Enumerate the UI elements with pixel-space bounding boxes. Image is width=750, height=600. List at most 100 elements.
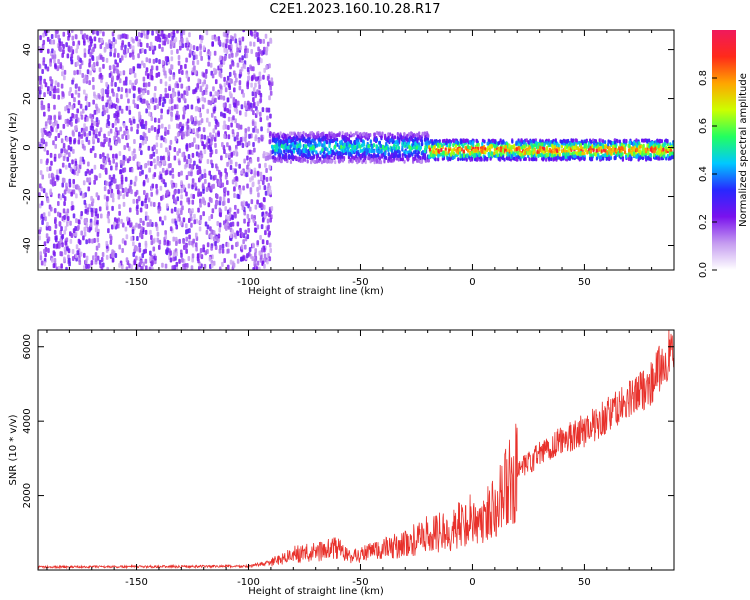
heatmap-cell <box>123 122 126 128</box>
heatmap-cell <box>147 160 150 166</box>
heatmap-cell <box>203 149 207 155</box>
heatmap-cell <box>214 97 217 103</box>
heatmap-cell <box>93 164 97 170</box>
heatmap-cell <box>98 67 102 73</box>
heatmap-cell <box>154 117 157 123</box>
heatmap-cell <box>236 62 240 68</box>
heatmap-cell <box>530 153 533 158</box>
heatmap-cell <box>251 91 255 97</box>
heatmap-cell <box>126 142 129 148</box>
heatmap-cell <box>95 117 99 123</box>
heatmap-cell <box>89 52 92 58</box>
heatmap-cell <box>256 37 260 43</box>
heatmap-cell <box>316 134 319 139</box>
heatmap-cell <box>203 168 207 174</box>
heatmap-cell <box>141 169 144 175</box>
heatmap-cell <box>40 47 43 53</box>
heatmap-cell <box>391 148 394 153</box>
heatmap-cell <box>227 198 230 204</box>
heatmap-cell <box>125 234 129 240</box>
heatmap-cell <box>401 153 404 158</box>
heatmap-cell <box>170 64 173 70</box>
heatmap-cell <box>548 152 552 157</box>
heatmap-cell <box>205 187 209 193</box>
heatmap-cell <box>61 182 65 188</box>
heatmap-cell <box>255 266 259 270</box>
heatmap-cell <box>288 139 291 144</box>
heatmap-cell <box>294 140 297 145</box>
heatmap-cell <box>204 178 207 184</box>
heatmap-cell <box>253 147 256 153</box>
heatmap-cell <box>278 152 281 157</box>
heatmap-cell <box>38 63 41 69</box>
heatmap-cell <box>61 242 64 248</box>
heatmap-cell <box>240 104 244 110</box>
heatmap-cell <box>349 140 353 145</box>
heatmap-cell <box>40 143 44 149</box>
heatmap-cell <box>228 152 231 158</box>
heatmap-cell <box>219 94 223 100</box>
heatmap-cell <box>61 162 65 168</box>
heatmap-cell <box>71 79 74 85</box>
heatmap-cell <box>137 53 140 59</box>
heatmap-cell <box>361 139 365 144</box>
heatmap-cell <box>611 141 614 146</box>
heatmap-cell <box>177 171 181 177</box>
heatmap-cell <box>116 118 120 124</box>
heatmap-cell <box>64 225 68 231</box>
heatmap-cell <box>99 30 102 34</box>
heatmap-cell <box>164 138 168 144</box>
heatmap-cell <box>158 239 162 245</box>
heatmap-cell <box>515 147 518 152</box>
heatmap-cell <box>94 211 98 217</box>
heatmap-cell <box>130 264 133 270</box>
heatmap-cell <box>116 75 119 81</box>
heatmap-cell <box>255 52 258 58</box>
heatmap-cell <box>220 155 223 161</box>
heatmap-cell <box>370 153 373 158</box>
heatmap-cell <box>546 145 549 150</box>
heatmap-cell <box>175 104 179 110</box>
heatmap-cell <box>172 236 176 242</box>
heatmap-cell <box>44 130 47 136</box>
heatmap-cell <box>98 206 102 212</box>
heatmap-cell <box>171 218 174 224</box>
heatmap-cell <box>201 96 204 102</box>
heatmap-cell <box>155 30 159 34</box>
heatmap-cell <box>444 147 447 152</box>
heatmap-cell <box>150 98 153 104</box>
heatmap-cell <box>58 41 62 47</box>
heatmap-cell <box>668 152 672 157</box>
heatmap-cell <box>221 243 225 249</box>
heatmap-cell <box>59 46 62 52</box>
heatmap-cell <box>110 81 114 87</box>
heatmap-cell <box>44 82 48 88</box>
heatmap-cell <box>53 94 56 100</box>
heatmap-cell <box>114 141 118 147</box>
heatmap-cell <box>662 143 666 148</box>
heatmap-cell <box>181 152 185 158</box>
heatmap-cell <box>214 91 218 97</box>
heatmap-cell <box>118 210 121 216</box>
heatmap-cell <box>62 123 66 129</box>
heatmap-cell <box>227 116 231 122</box>
heatmap-cell <box>229 64 232 70</box>
heatmap-cell <box>159 78 163 84</box>
heatmap-cell <box>267 232 271 238</box>
heatmap-cell <box>556 149 559 154</box>
heatmap-cell <box>347 148 350 153</box>
heatmap-cell <box>92 129 96 135</box>
heatmap-cell <box>228 103 232 109</box>
heatmap-cell <box>71 255 75 261</box>
heatmap-cell <box>167 156 171 162</box>
heatmap-cell <box>218 169 221 175</box>
heatmap-cell <box>63 196 67 202</box>
heatmap-cell <box>292 149 296 154</box>
heatmap-cell <box>266 218 270 224</box>
heatmap-cell <box>250 66 253 72</box>
heatmap-cell <box>172 87 175 93</box>
heatmap-cell <box>238 189 242 195</box>
heatmap-cell <box>79 57 82 63</box>
heatmap-cell <box>54 143 57 149</box>
heatmap-cell <box>178 68 181 74</box>
